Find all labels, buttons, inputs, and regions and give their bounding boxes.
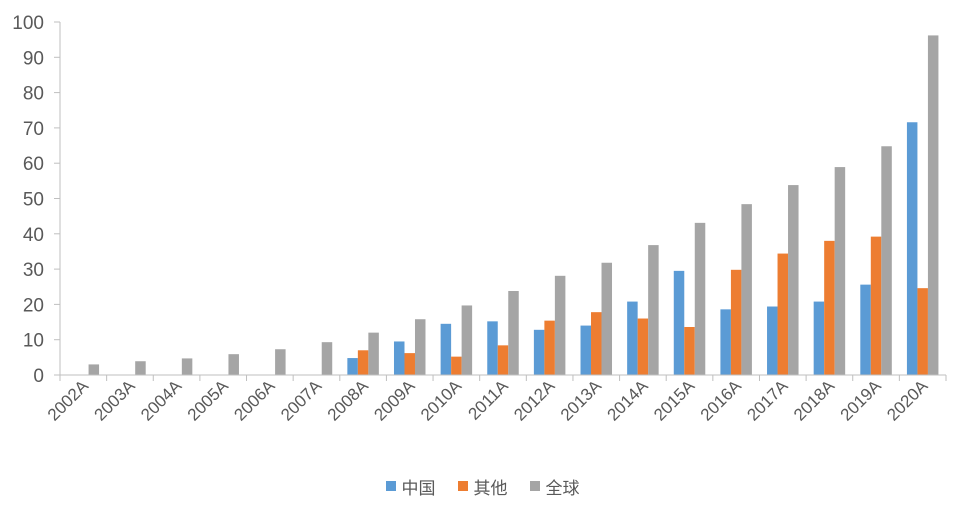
bar-china bbox=[673, 270, 685, 375]
x-tick-label: 2016A bbox=[697, 376, 746, 425]
bar-global bbox=[788, 185, 799, 375]
x-tick-label: 2007A bbox=[277, 376, 326, 425]
y-tick-label: 60 bbox=[23, 154, 44, 175]
bar-global bbox=[648, 245, 659, 375]
bar-global bbox=[927, 35, 939, 375]
bar-global bbox=[368, 332, 379, 375]
bar-china bbox=[767, 306, 778, 375]
x-tick-label: 2008A bbox=[324, 376, 373, 425]
bar-global bbox=[275, 349, 286, 375]
y-tick-label: 100 bbox=[12, 13, 44, 34]
bar-global bbox=[834, 167, 846, 375]
bar-global bbox=[414, 319, 426, 375]
legend-swatch-other bbox=[457, 481, 468, 491]
x-tick-label: 2014A bbox=[604, 376, 653, 425]
bar-global bbox=[181, 358, 193, 375]
bar-other bbox=[404, 353, 415, 375]
bar-china bbox=[533, 329, 545, 375]
bar-global bbox=[135, 361, 146, 375]
bar-china bbox=[860, 284, 871, 375]
legend-swatch-global bbox=[529, 481, 540, 491]
bar-china bbox=[440, 323, 452, 375]
bar-other bbox=[544, 320, 555, 375]
bar-china bbox=[580, 325, 592, 375]
bar-other bbox=[730, 269, 742, 375]
x-tick-label: 2004A bbox=[137, 376, 186, 425]
axes bbox=[59, 22, 947, 381]
bar-global bbox=[741, 204, 752, 375]
bar-china bbox=[720, 309, 731, 375]
x-tick-label: 2019A bbox=[837, 376, 886, 425]
bars bbox=[88, 35, 939, 375]
bar-other bbox=[684, 326, 695, 375]
bar-other bbox=[357, 350, 369, 375]
legend-label-china: 中国 bbox=[401, 478, 436, 499]
bar-global bbox=[461, 305, 473, 375]
bar-china bbox=[393, 341, 405, 375]
bar-china bbox=[487, 321, 498, 375]
y-tick-label: 10 bbox=[23, 331, 44, 352]
x-tick-label: 2009A bbox=[370, 376, 419, 425]
bar-global bbox=[554, 275, 566, 375]
bar-global bbox=[694, 222, 706, 375]
bar-global bbox=[88, 364, 100, 375]
y-tick-label: 20 bbox=[23, 295, 44, 316]
legend-label-global: 全球 bbox=[545, 478, 580, 499]
bar-global bbox=[508, 290, 519, 375]
x-tick-label: 2012A bbox=[510, 376, 559, 425]
x-tick-label: 2020A bbox=[883, 376, 932, 425]
x-tick-label: 2011A bbox=[465, 376, 513, 424]
bar-other bbox=[777, 253, 789, 375]
bar-china bbox=[347, 358, 358, 375]
legend-item-other: 其他 bbox=[457, 474, 508, 499]
x-tick-label: 2013A bbox=[557, 376, 606, 425]
x-tick-label: 2010A bbox=[417, 376, 466, 425]
y-tick-label: 30 bbox=[23, 260, 44, 281]
y-axis-ticks: 0 10 20 30 40 50 60 70 80 90 100 bbox=[12, 13, 60, 387]
bar-global bbox=[321, 342, 333, 375]
y-tick-label: 50 bbox=[23, 190, 44, 211]
y-tick-label: 0 bbox=[33, 366, 44, 387]
y-tick-label: 70 bbox=[23, 119, 44, 140]
y-tick-label: 40 bbox=[23, 225, 44, 246]
x-tick-label: 2003A bbox=[91, 376, 140, 425]
legend-item-global: 全球 bbox=[529, 474, 580, 499]
legend-label-other: 其他 bbox=[473, 478, 508, 499]
bar-china bbox=[627, 301, 638, 375]
bar-other bbox=[917, 288, 928, 375]
bar-global bbox=[228, 354, 239, 375]
bar-other bbox=[824, 240, 835, 375]
x-tick-label: 2018A bbox=[790, 376, 839, 425]
bar-other bbox=[637, 318, 649, 375]
bar-other bbox=[451, 356, 462, 375]
bar-other bbox=[870, 236, 882, 375]
x-axis-ticks: 2002A2003A2004A2005A2006A2007A2008A2009A… bbox=[44, 376, 932, 425]
y-tick-label: 90 bbox=[23, 48, 44, 69]
x-tick-label: 2015A bbox=[650, 376, 699, 425]
x-tick-label: 2017A bbox=[743, 376, 792, 425]
bar-global bbox=[881, 146, 892, 375]
bar-china bbox=[906, 122, 918, 375]
bar-other bbox=[591, 312, 602, 375]
y-tick-label: 80 bbox=[23, 84, 44, 105]
x-tick-label: 2006A bbox=[230, 376, 279, 425]
legend-swatch-china bbox=[385, 481, 396, 491]
bar-global bbox=[601, 262, 613, 375]
bar-other bbox=[497, 345, 509, 375]
x-tick-label: 2002A bbox=[44, 376, 93, 425]
x-tick-label: 2005A bbox=[184, 376, 233, 425]
legend: 中国 其他 全球 bbox=[0, 474, 965, 499]
bar-china bbox=[813, 301, 825, 375]
legend-item-china: 中国 bbox=[385, 474, 436, 499]
